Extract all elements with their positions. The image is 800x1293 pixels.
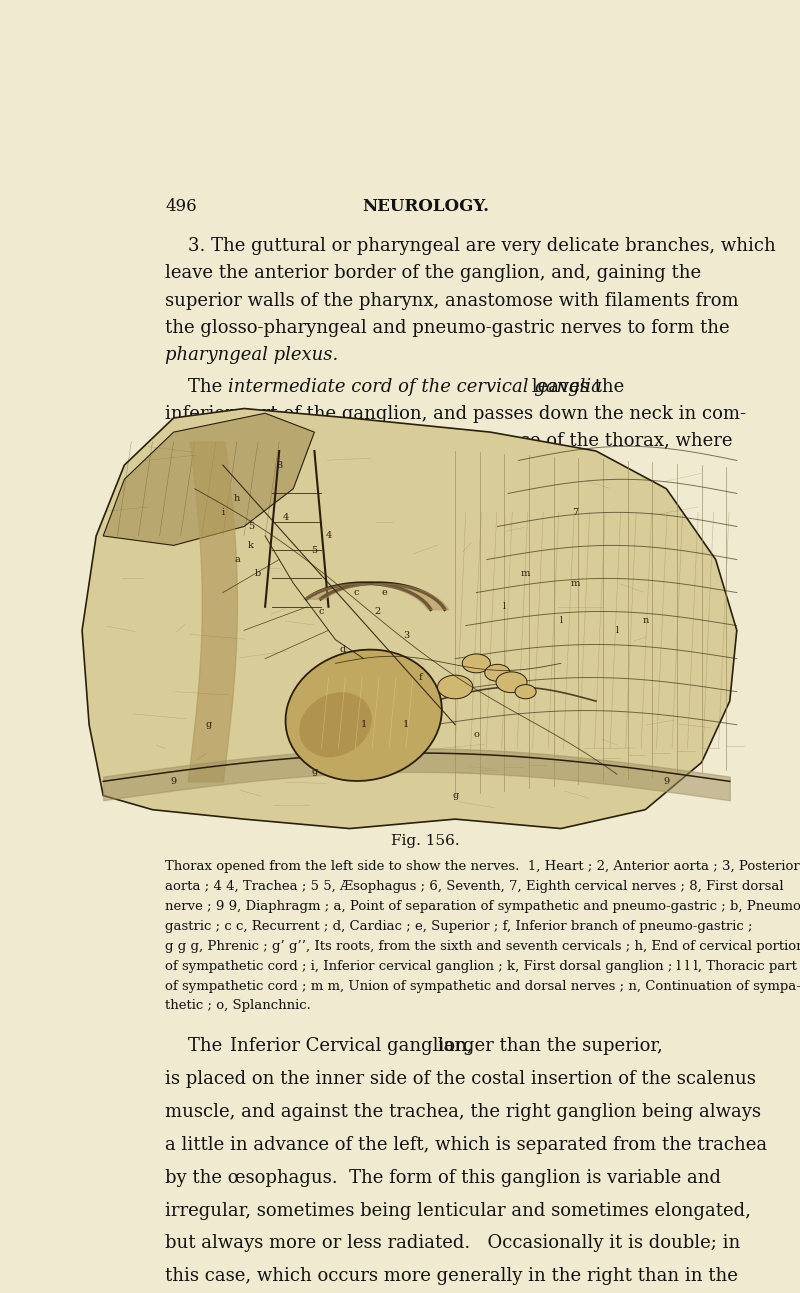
Text: i: i bbox=[222, 508, 225, 517]
Text: but always more or less radiated.   Occasionally it is double; in: but always more or less radiated. Occasi… bbox=[165, 1235, 740, 1253]
Text: The: The bbox=[165, 1037, 228, 1055]
Text: a little in advance of the left, which is separated from the trachea: a little in advance of the left, which i… bbox=[165, 1135, 767, 1153]
Text: inferior part of the ganglion, and passes down the neck in com-: inferior part of the ganglion, and passe… bbox=[165, 405, 746, 423]
Text: e: e bbox=[382, 588, 388, 597]
Text: 1: 1 bbox=[361, 720, 367, 729]
Circle shape bbox=[496, 672, 527, 693]
Polygon shape bbox=[82, 409, 737, 829]
Text: it joins the inferior ganglion.: it joins the inferior ganglion. bbox=[165, 460, 428, 478]
Text: 7: 7 bbox=[572, 508, 578, 517]
Text: aorta ; 4 4, Trachea ; 5 5, Æsophagus ; 6, Seventh, 7, Eighth cervical nerves ; : aorta ; 4 4, Trachea ; 5 5, Æsophagus ; … bbox=[165, 881, 784, 893]
Ellipse shape bbox=[299, 692, 372, 758]
Text: 5: 5 bbox=[248, 522, 254, 531]
Text: of sympathetic cord ; m m, Union of sympathetic and dorsal nerves ; n, Continuat: of sympathetic cord ; m m, Union of symp… bbox=[165, 980, 800, 993]
Text: by the œsophagus.  The form of this ganglion is variable and: by the œsophagus. The form of this gangl… bbox=[165, 1169, 721, 1187]
Text: h: h bbox=[234, 494, 240, 503]
Text: 9: 9 bbox=[663, 777, 670, 786]
Text: The: The bbox=[165, 378, 228, 396]
Text: pany with the par vagum to the entrance of the thorax, where: pany with the par vagum to the entrance … bbox=[165, 432, 733, 450]
Text: g: g bbox=[206, 720, 212, 729]
Text: f: f bbox=[418, 674, 422, 681]
Text: b: b bbox=[255, 569, 262, 578]
Text: m: m bbox=[521, 569, 530, 578]
Text: superior walls of the pharynx, anastomose with filaments from: superior walls of the pharynx, anastomos… bbox=[165, 291, 738, 309]
Text: 5: 5 bbox=[311, 546, 318, 555]
Text: c: c bbox=[354, 588, 359, 597]
Text: Thorax opened from the left side to show the nerves.  1, Heart ; 2, Anterior aor: Thorax opened from the left side to show… bbox=[165, 860, 800, 873]
Text: intermediate cord of the cervical ganglia: intermediate cord of the cervical gangli… bbox=[228, 378, 602, 396]
Text: is placed on the inner side of the costal insertion of the scalenus: is placed on the inner side of the costa… bbox=[165, 1071, 756, 1089]
Text: 3. The guttural or pharyngeal are very delicate branches, which: 3. The guttural or pharyngeal are very d… bbox=[165, 237, 776, 255]
Text: larger than the superior,: larger than the superior, bbox=[432, 1037, 662, 1055]
Text: 2: 2 bbox=[374, 606, 381, 615]
Text: nerve ; 9 9, Diaphragm ; a, Point of separation of sympathetic and pneumo-gastri: nerve ; 9 9, Diaphragm ; a, Point of sep… bbox=[165, 900, 800, 913]
Text: a: a bbox=[234, 555, 240, 564]
Text: d: d bbox=[339, 645, 346, 654]
Text: pharyngeal plexus.: pharyngeal plexus. bbox=[165, 347, 338, 365]
Polygon shape bbox=[103, 414, 314, 546]
Circle shape bbox=[515, 684, 536, 698]
Text: leaves the: leaves the bbox=[526, 378, 624, 396]
Text: l: l bbox=[559, 617, 562, 626]
Text: this case, which occurs more generally in the right than in the: this case, which occurs more generally i… bbox=[165, 1267, 738, 1285]
Text: Inferior Cervical ganglion,: Inferior Cervical ganglion, bbox=[230, 1037, 473, 1055]
Text: Fig. 156.: Fig. 156. bbox=[391, 834, 460, 848]
Text: the glosso-pharyngeal and pneumo-gastric nerves to form the: the glosso-pharyngeal and pneumo-gastric… bbox=[165, 319, 730, 337]
Circle shape bbox=[462, 654, 490, 672]
Text: muscle, and against the trachea, the right ganglion being always: muscle, and against the trachea, the rig… bbox=[165, 1103, 761, 1121]
Text: k: k bbox=[248, 540, 254, 550]
Text: g: g bbox=[311, 768, 318, 776]
Text: g: g bbox=[452, 791, 458, 800]
Text: o: o bbox=[474, 729, 479, 738]
Text: g g g, Phrenic ; g’ g’’, Its roots, from the sixth and seventh cervicals ; h, En: g g g, Phrenic ; g’ g’’, Its roots, from… bbox=[165, 940, 800, 953]
Text: l: l bbox=[503, 603, 506, 612]
Text: m: m bbox=[570, 579, 579, 587]
Text: c: c bbox=[318, 606, 324, 615]
Text: 8: 8 bbox=[276, 460, 282, 469]
Text: 1: 1 bbox=[402, 720, 409, 729]
Text: leave the anterior border of the ganglion, and, gaining the: leave the anterior border of the ganglio… bbox=[165, 264, 702, 282]
Text: NEUROLOGY.: NEUROLOGY. bbox=[362, 198, 489, 215]
Ellipse shape bbox=[286, 649, 442, 781]
Text: thetic ; o, Splanchnic.: thetic ; o, Splanchnic. bbox=[165, 999, 311, 1012]
Text: 4: 4 bbox=[283, 512, 290, 521]
Circle shape bbox=[485, 665, 510, 681]
Text: of sympathetic cord ; i, Inferior cervical ganglion ; k, First dorsal ganglion ;: of sympathetic cord ; i, Inferior cervic… bbox=[165, 959, 797, 972]
Text: 9: 9 bbox=[170, 777, 177, 786]
Text: 4: 4 bbox=[326, 531, 332, 540]
Text: l: l bbox=[615, 626, 618, 635]
Circle shape bbox=[438, 675, 473, 698]
Text: irregular, sometimes being lenticular and sometimes elongated,: irregular, sometimes being lenticular an… bbox=[165, 1201, 751, 1219]
Text: gastric ; c c, Recurrent ; d, Cardiac ; e, Superior ; f, Inferior branch of pneu: gastric ; c c, Recurrent ; d, Cardiac ; … bbox=[165, 919, 753, 932]
Text: 3: 3 bbox=[402, 631, 409, 640]
Text: 496: 496 bbox=[165, 198, 197, 215]
Text: n: n bbox=[642, 617, 649, 626]
